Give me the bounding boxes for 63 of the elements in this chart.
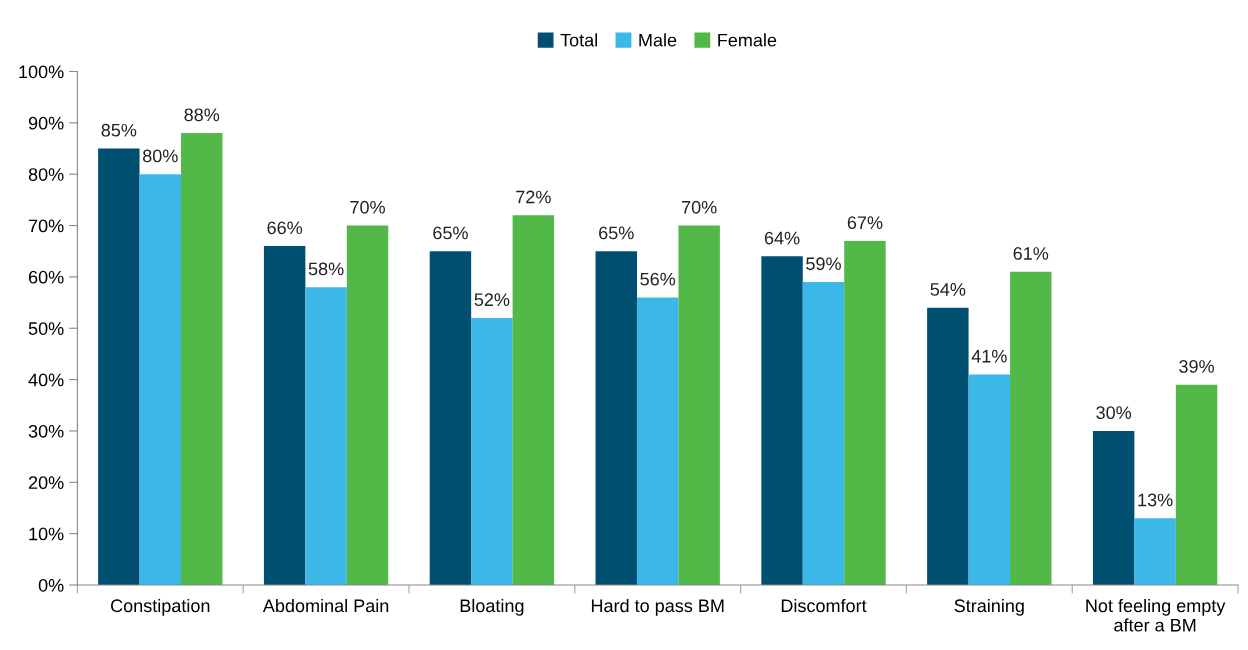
- bar: [1134, 518, 1176, 585]
- data-label: 30%: [1096, 406, 1132, 420]
- bar: [512, 215, 555, 585]
- data-label: 65%: [433, 226, 468, 240]
- data-label: 70%: [350, 200, 385, 214]
- bar: [761, 256, 803, 585]
- bar: [968, 374, 1011, 585]
- bar: [263, 246, 306, 585]
- data-label: 67%: [847, 216, 883, 230]
- data-label: 56%: [640, 272, 676, 286]
- data-label: 41%: [971, 349, 1007, 363]
- data-label: 65%: [599, 226, 634, 240]
- data-label: 39%: [1179, 360, 1214, 373]
- legend-label: Total: [560, 33, 597, 47]
- data-label: 59%: [806, 257, 841, 271]
- bar: [139, 174, 181, 585]
- data-label: 54%: [930, 283, 966, 296]
- y-tick-label: 40%: [28, 373, 64, 387]
- bar: [636, 297, 679, 585]
- data-label: 58%: [308, 262, 344, 276]
- bar: [844, 240, 886, 585]
- bar: [927, 307, 969, 585]
- y-tick-label: 100%: [19, 65, 64, 79]
- bar: [471, 317, 513, 585]
- bar: [595, 251, 637, 585]
- data-label: 61%: [1013, 247, 1049, 260]
- x-tick-label: Hard to pass BM: [591, 598, 724, 616]
- bar: [98, 148, 140, 585]
- y-tick-label: 60%: [28, 270, 64, 284]
- bar: [346, 225, 389, 585]
- y-tick-label: 0%: [38, 578, 64, 592]
- x-tick-label: Abdominal Pain: [262, 598, 389, 613]
- legend-label: Female: [718, 33, 777, 47]
- y-tick-label: 10%: [29, 527, 64, 541]
- bar: [1092, 430, 1135, 585]
- y-tick-label: 50%: [28, 322, 64, 335]
- data-label: 88%: [184, 108, 220, 122]
- data-label: 80%: [142, 149, 178, 163]
- data-label: 85%: [101, 123, 137, 137]
- data-label: 66%: [267, 221, 303, 235]
- x-tick-label: Straining: [954, 598, 1024, 616]
- y-tick-label: 20%: [28, 476, 64, 490]
- bar: [1010, 271, 1052, 585]
- bar: [305, 287, 347, 585]
- legend-label: Male: [639, 33, 677, 47]
- bar: [802, 282, 845, 585]
- x-tick-label: Bloating: [460, 598, 524, 616]
- data-label: 13%: [1138, 493, 1173, 507]
- y-tick-label: 70%: [28, 219, 64, 233]
- x-tick-label: Constipation: [111, 598, 210, 616]
- data-label: 70%: [682, 200, 717, 214]
- bar: [1175, 384, 1218, 585]
- y-tick-label: 90%: [28, 116, 64, 130]
- bar: [678, 225, 720, 585]
- y-tick-label: 80%: [28, 168, 64, 181]
- x-tick-label: Not feeling empty after a BM: [1086, 598, 1226, 632]
- bar: [429, 251, 472, 585]
- bar: [181, 133, 223, 585]
- x-tick-label: Discomfort: [781, 598, 867, 613]
- data-label: 52%: [474, 293, 510, 307]
- data-label: 72%: [516, 190, 551, 204]
- y-tick-label: 30%: [28, 424, 64, 438]
- data-label: 64%: [764, 231, 800, 245]
